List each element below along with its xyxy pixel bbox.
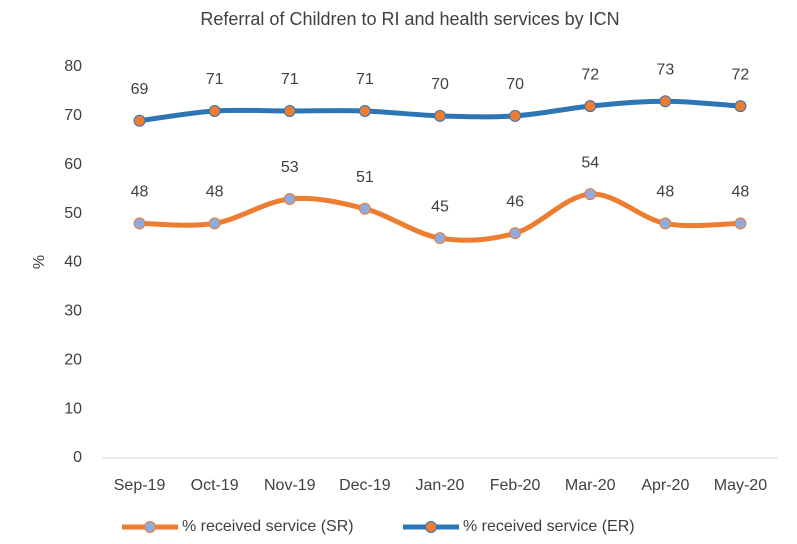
y-tick-label: 80 <box>64 58 82 75</box>
y-tick-label: 50 <box>64 205 82 222</box>
data-label: 71 <box>281 71 299 88</box>
data-point <box>659 95 672 108</box>
data-point <box>208 104 221 117</box>
data-point <box>584 100 597 113</box>
data-label: 48 <box>131 184 149 201</box>
data-label: 48 <box>732 184 750 201</box>
x-tick-label: Feb-20 <box>490 477 541 494</box>
data-point <box>659 217 672 230</box>
y-tick-label: 70 <box>64 107 82 124</box>
legend-marker <box>144 521 156 533</box>
y-tick-label: 30 <box>64 303 82 320</box>
x-tick-label: Nov-19 <box>264 477 316 494</box>
y-tick-label: 40 <box>64 254 82 271</box>
data-label: 53 <box>281 159 299 176</box>
x-tick-label: Dec-19 <box>339 477 391 494</box>
data-point <box>358 202 371 215</box>
y-tick-label: 0 <box>73 449 82 466</box>
data-point <box>208 217 221 230</box>
x-tick-label: Mar-20 <box>565 477 616 494</box>
data-label: 70 <box>431 76 449 93</box>
x-tick-label: Sep-19 <box>114 477 166 494</box>
data-point <box>734 217 747 230</box>
data-label: 70 <box>506 76 524 93</box>
legend-marker <box>425 521 437 533</box>
data-label: 69 <box>131 81 149 98</box>
data-label: 48 <box>206 184 224 201</box>
data-point <box>133 217 146 230</box>
data-label: 72 <box>732 66 750 83</box>
data-point <box>509 227 522 240</box>
data-label: 48 <box>656 184 674 201</box>
data-label: 73 <box>656 61 674 78</box>
data-point <box>584 188 597 201</box>
data-label: 46 <box>506 193 524 210</box>
data-point <box>434 109 446 122</box>
data-point <box>133 114 146 127</box>
chart-title: Referral of Children to RI and health se… <box>200 9 619 29</box>
data-label: 71 <box>356 71 374 88</box>
data-point <box>358 104 371 117</box>
data-point <box>283 192 296 205</box>
data-label: 72 <box>581 66 599 83</box>
data-label: 54 <box>581 154 599 171</box>
legend-label: % received service (ER) <box>463 518 635 535</box>
data-label: 51 <box>356 169 374 186</box>
data-point <box>509 109 522 122</box>
x-tick-label: Jan-20 <box>416 477 465 494</box>
x-tick-label: May-20 <box>714 477 767 494</box>
y-axis-label: % <box>31 255 48 269</box>
legend-label: % received service (SR) <box>182 518 354 535</box>
x-tick-label: Apr-20 <box>641 477 689 494</box>
y-tick-label: 20 <box>64 351 82 368</box>
y-tick-label: 60 <box>64 156 82 173</box>
data-point <box>283 104 296 117</box>
data-point <box>734 100 747 113</box>
y-tick-label: 10 <box>64 400 82 417</box>
data-label: 45 <box>431 198 449 215</box>
data-label: 71 <box>206 71 224 88</box>
data-point <box>434 232 446 245</box>
x-tick-label: Oct-19 <box>191 477 239 494</box>
